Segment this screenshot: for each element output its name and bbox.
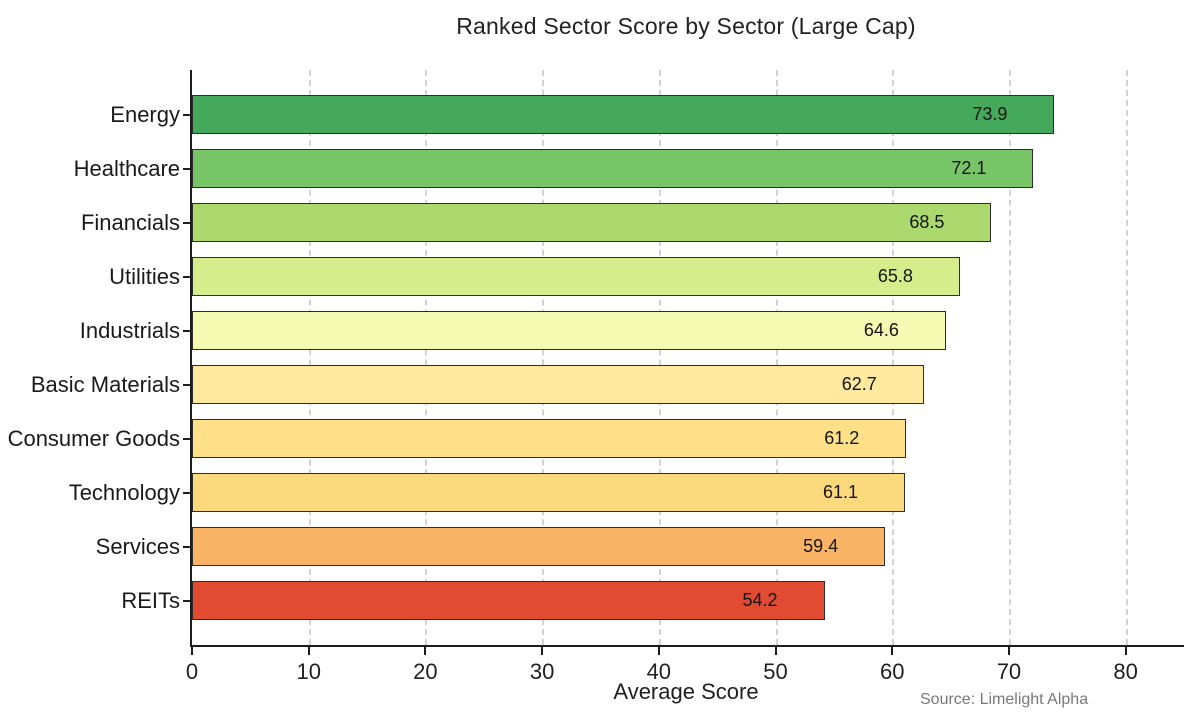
gridline-40 — [658, 70, 661, 645]
x-tick-50 — [774, 647, 777, 655]
x-tick-label-60: 60 — [879, 659, 905, 684]
category-label-basic-materials: Basic Materials — [30, 371, 180, 397]
x-tick-label-10: 10 — [296, 659, 321, 684]
bar-value-label-technology: 61.1 — [823, 482, 859, 502]
bar-utilities: 65.8 — [192, 257, 960, 296]
y-tick-basic-materials — [183, 383, 192, 386]
category-label-energy: Energy — [110, 101, 180, 127]
bar-reits: 54.2 — [192, 581, 825, 620]
x-tick-80 — [1124, 647, 1127, 655]
bar-value-label-consumer-goods: 61.2 — [824, 428, 860, 448]
y-tick-consumer-goods — [183, 437, 192, 440]
category-label-industrials: Industrials — [79, 317, 180, 343]
source-note: Source: Limelight Alpha — [920, 691, 1089, 708]
bar-value-label-energy: 73.9 — [972, 104, 1008, 124]
gridline-80 — [1125, 70, 1128, 645]
y-tick-energy — [183, 113, 192, 116]
bar-industrials: 64.6 — [192, 311, 946, 350]
x-tick-70 — [1007, 647, 1010, 655]
x-tick-label-50: 50 — [763, 659, 788, 684]
y-tick-utilities — [183, 275, 192, 278]
bar-value-label-utilities: 65.8 — [877, 266, 913, 286]
bar-technology: 61.1 — [192, 473, 906, 512]
category-label-technology: Technology — [68, 479, 180, 505]
gridline-70 — [1008, 70, 1011, 645]
category-label-reits: REITs — [121, 587, 180, 613]
bar-value-label-financials: 68.5 — [909, 212, 945, 232]
gridline-20 — [425, 70, 428, 645]
bar-financials: 68.5 — [192, 203, 992, 242]
x-tick-label-0: 0 — [185, 659, 199, 684]
bar-value-label-healthcare: 72.1 — [951, 158, 987, 178]
x-tick-40 — [657, 647, 660, 655]
gridline-10 — [308, 70, 311, 645]
bar-energy: 73.9 — [192, 95, 1055, 134]
gridline-60 — [892, 70, 895, 645]
x-tick-10 — [307, 647, 310, 655]
y-tick-industrials — [183, 329, 192, 332]
x-tick-label-70: 70 — [996, 659, 1022, 684]
x-tick-label-80: 80 — [1113, 659, 1138, 684]
bar-value-label-reits: 54.2 — [742, 590, 778, 610]
x-tick-60 — [891, 647, 894, 655]
x-axis-label: Average Score — [613, 679, 759, 704]
y-tick-financials — [183, 221, 192, 224]
y-tick-reits — [183, 599, 192, 602]
y-tick-technology — [183, 491, 192, 494]
x-tick-30 — [541, 647, 544, 655]
bar-healthcare: 72.1 — [192, 149, 1034, 188]
x-tick-label-40: 40 — [646, 659, 672, 684]
x-tick-label-20: 20 — [413, 659, 438, 684]
x-tick-20 — [424, 647, 427, 655]
y-tick-healthcare — [183, 167, 192, 170]
category-label-consumer-goods: Consumer Goods — [7, 425, 180, 451]
bar-services: 59.4 — [192, 527, 886, 566]
plot-area: 0 10 20 30 40 50 60 70 80 73.9 72.1 68.5 65.8 64.6 62.… — [183, 70, 1184, 684]
category-label-financials: Financials — [80, 209, 180, 235]
bar-basic-materials: 62.7 — [192, 365, 924, 404]
gridline-50 — [775, 70, 778, 645]
chart-title: Ranked Sector Score by Sector (Large Cap… — [456, 13, 916, 39]
bar-value-label-industrials: 64.6 — [863, 320, 899, 340]
category-label-healthcare: Healthcare — [73, 155, 180, 181]
bar-value-label-services: 59.4 — [803, 536, 839, 556]
gridline-30 — [542, 70, 545, 645]
bar-consumer-goods: 61.2 — [192, 419, 907, 458]
category-label-services: Services — [95, 533, 180, 559]
x-tick-0 — [191, 647, 193, 655]
category-label-utilities: Utilities — [109, 263, 180, 289]
bar-value-label-basic-materials: 62.7 — [841, 374, 877, 394]
y-tick-services — [183, 545, 192, 548]
x-tick-label-30: 30 — [529, 659, 555, 684]
